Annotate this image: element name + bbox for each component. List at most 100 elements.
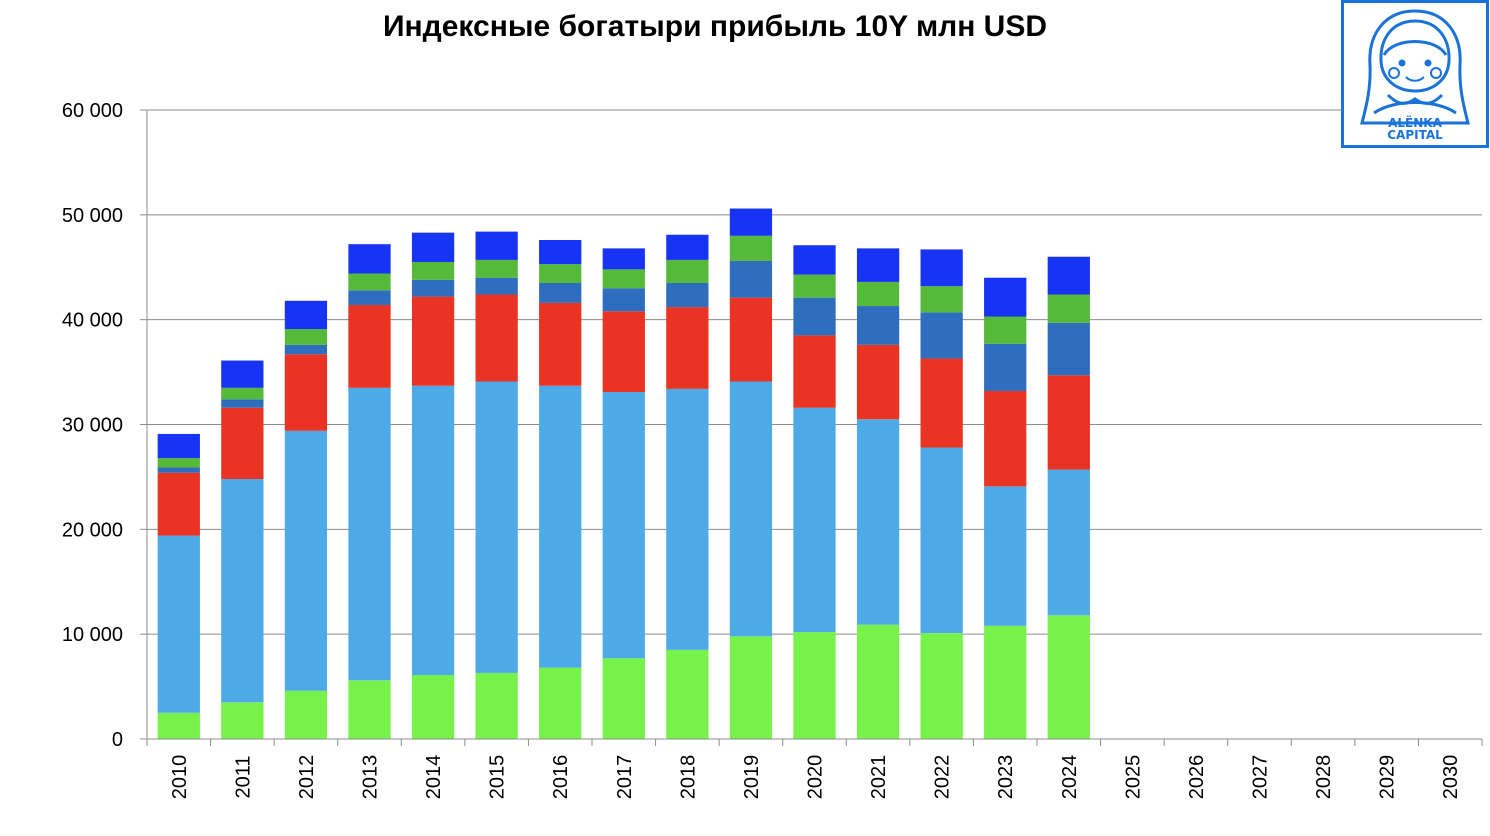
x-tick-label: 2021 [868, 755, 890, 800]
bar-segment-series-6-2022 [920, 249, 963, 287]
bar-segment-series-5-2017 [602, 269, 645, 289]
bar-segment-series-6-2020 [793, 245, 836, 275]
bar-segment-series-6-2017 [602, 248, 645, 270]
y-tick-label: 60 000 [62, 100, 123, 122]
bar-segment-series-3-2017 [602, 311, 645, 393]
bar-segment-series-6-2021 [856, 248, 900, 282]
bar-segment-series-1-2019 [729, 636, 773, 739]
bar-segment-series-1-2024 [1047, 615, 1090, 739]
logo-text: ALЁNKA CAPITAL [1344, 117, 1486, 141]
x-tick-label: 2012 [296, 755, 318, 800]
logo-line-2: CAPITAL [1387, 128, 1443, 142]
bar-segment-series-6-2011 [221, 360, 264, 388]
logo-line-1: ALЁNKA [1388, 116, 1442, 130]
bar-segment-series-1-2010 [157, 712, 200, 739]
x-tick-label: 2019 [741, 755, 763, 800]
bar-segment-series-1-2013 [348, 680, 391, 739]
y-tick-label: 0 [112, 729, 123, 751]
x-tick-label: 2027 [1250, 755, 1272, 800]
x-tick-label: 2011 [232, 755, 254, 798]
bar-segment-series-6-2015 [475, 231, 518, 260]
bar-segment-series-3-2013 [348, 304, 391, 388]
bar-segment-series-2-2016 [539, 385, 582, 668]
x-tick-label: 2028 [1313, 755, 1335, 800]
x-tick-label: 2013 [360, 755, 382, 800]
x-tick-label: 2010 [169, 755, 191, 800]
bar-segment-series-5-2022 [920, 286, 963, 313]
bar-segment-series-2-2022 [920, 447, 963, 634]
bar-segment-series-1-2012 [284, 690, 328, 739]
x-tick-label: 2016 [550, 755, 572, 800]
matryoshka-icon [1360, 9, 1470, 125]
bar-segment-series-2-2020 [793, 407, 836, 633]
bar-segment-series-4-2021 [856, 306, 900, 345]
bar-segment-series-1-2023 [984, 625, 1027, 739]
bar-segment-series-1-2020 [793, 632, 836, 739]
x-tick-label: 2018 [677, 755, 699, 800]
bar-segment-series-6-2018 [666, 234, 709, 260]
bar-segment-series-2-2021 [856, 419, 900, 625]
x-tick-label: 2026 [1186, 755, 1208, 800]
bar-segment-series-4-2012 [284, 344, 328, 355]
bar-segment-series-1-2018 [666, 649, 709, 739]
bar-segment-series-4-2017 [602, 288, 645, 312]
x-tick-label: 2014 [423, 755, 445, 800]
bar-segment-series-4-2024 [1047, 322, 1090, 376]
bar-segment-series-6-2014 [411, 232, 455, 263]
bar-segment-series-3-2010 [157, 472, 200, 536]
bar-segment-series-4-2019 [729, 260, 773, 298]
y-tick-label: 30 000 [62, 415, 123, 437]
bar-segment-series-2-2017 [602, 392, 645, 659]
bar-segment-series-6-2010 [157, 433, 200, 459]
bar-segment-series-2-2014 [411, 385, 455, 676]
bar-segment-series-4-2016 [539, 282, 582, 303]
bar-segment-series-3-2018 [666, 307, 709, 389]
bar-segment-series-3-2020 [793, 335, 836, 408]
bar-segment-series-5-2016 [539, 264, 582, 283]
bar-segment-series-5-2011 [221, 387, 264, 400]
y-tick-label: 50 000 [62, 205, 123, 227]
bar-segment-series-3-2019 [729, 297, 773, 382]
bar-segment-series-5-2013 [348, 273, 391, 291]
bar-segment-series-6-2016 [539, 239, 582, 265]
axes [140, 109, 1483, 746]
tick-labels: 0 10 000 20 000 30 000 40 000 50 000 60 000 201… [62, 100, 1462, 799]
bar-segment-series-2-2013 [348, 387, 391, 681]
bar-segment-series-5-2023 [984, 316, 1027, 344]
bar-segment-series-6-2023 [984, 277, 1027, 317]
bar-segment-series-6-2024 [1047, 256, 1090, 295]
bar-segment-series-1-2011 [221, 702, 264, 739]
bar-segment-series-2-2023 [984, 486, 1027, 626]
chart-title: Индексные богатыри прибыль 10Y млн USD [382, 10, 1047, 43]
bar-segment-series-6-2019 [729, 208, 773, 236]
bar-segment-series-2-2018 [666, 388, 709, 650]
y-tick-label: 10 000 [62, 624, 123, 646]
bar-segment-series-4-2011 [221, 399, 264, 408]
bar-segment-series-1-2017 [602, 658, 645, 739]
bar-segment-series-5-2010 [157, 458, 200, 468]
bar-segment-series-2-2019 [729, 381, 773, 637]
bar-segment-series-4-2010 [157, 467, 200, 473]
bar-segment-series-4-2020 [793, 297, 836, 336]
x-tick-label: 2025 [1122, 755, 1144, 800]
x-tick-label: 2030 [1440, 755, 1462, 800]
bar-segment-series-5-2015 [475, 259, 518, 278]
bar-segment-series-4-2013 [348, 290, 391, 305]
x-tick-label: 2020 [805, 755, 827, 800]
bar-segment-series-1-2022 [920, 633, 963, 739]
x-tick-label: 2029 [1377, 755, 1399, 800]
bar-segment-series-1-2015 [475, 672, 518, 739]
bar-segment-series-1-2021 [856, 624, 900, 739]
bar-segment-series-4-2023 [984, 343, 1027, 391]
x-tick-label: 2023 [995, 755, 1017, 800]
bar-segment-series-3-2022 [920, 358, 963, 448]
bar-segment-series-3-2021 [856, 344, 900, 420]
bar-segment-series-4-2014 [411, 279, 455, 297]
bar-segment-series-2-2012 [284, 430, 328, 691]
bar-segment-series-5-2014 [411, 262, 455, 280]
bar-segment-series-6-2012 [284, 300, 328, 330]
x-tick-label: 2017 [614, 755, 636, 800]
alenka-capital-logo: ALЁNKA CAPITAL [1341, 0, 1489, 148]
y-tick-label: 20 000 [62, 519, 123, 541]
x-tick-label: 2024 [1059, 755, 1081, 800]
